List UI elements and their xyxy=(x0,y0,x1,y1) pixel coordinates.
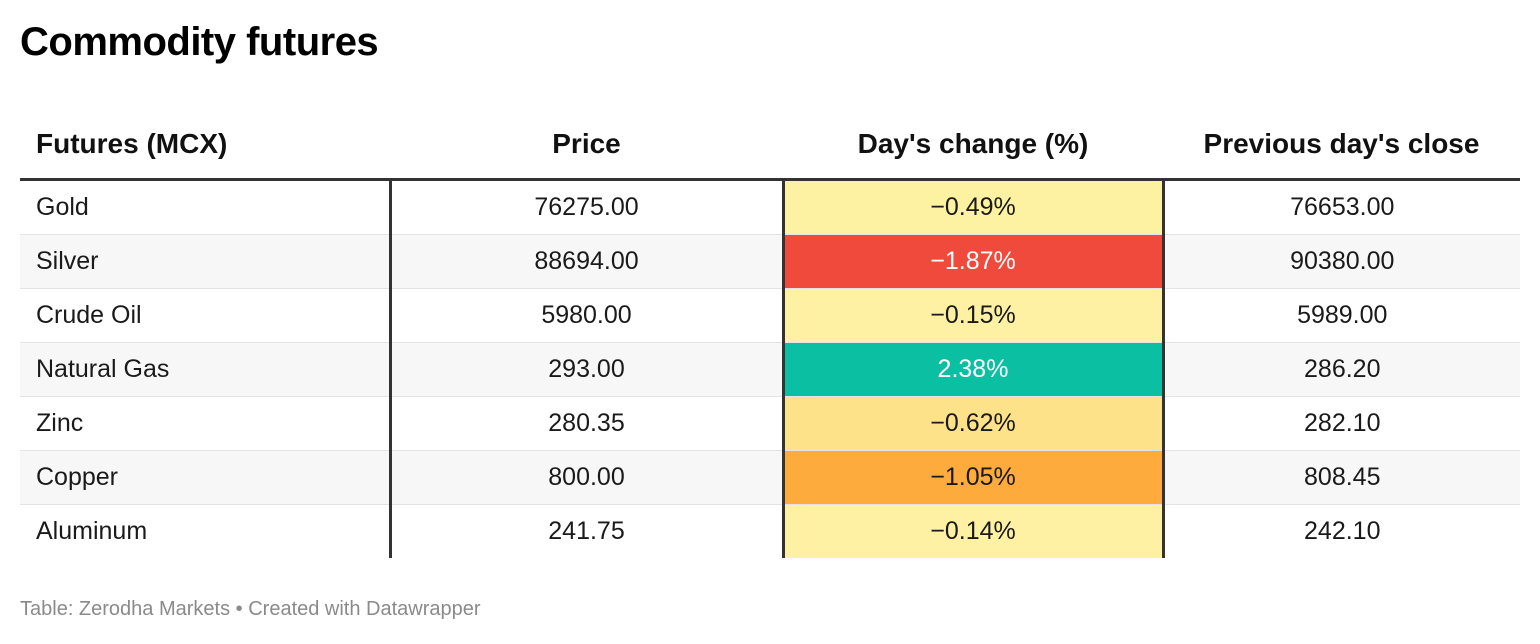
table-row: Gold 76275.00 −0.49% 76653.00 xyxy=(20,179,1520,235)
price-cell: 76275.00 xyxy=(390,179,785,235)
price-cell: 241.75 xyxy=(390,504,785,558)
header-futures[interactable]: Futures (MCX) xyxy=(20,110,390,181)
header-price[interactable]: Price xyxy=(390,110,783,181)
price-cell: 5980.00 xyxy=(390,288,785,343)
previous-close-cell: 5989.00 xyxy=(1163,288,1520,343)
table-row: Zinc 280.35 −0.62% 282.10 xyxy=(20,396,1520,451)
day-change-cell: −1.05% xyxy=(783,450,1165,505)
previous-close-cell: 282.10 xyxy=(1163,396,1520,451)
table-row: Natural Gas 293.00 2.38% 286.20 xyxy=(20,342,1520,397)
table-body: Gold 76275.00 −0.49% 76653.00 Silver 88694.00… xyxy=(20,179,1520,558)
previous-close-cell: 90380.00 xyxy=(1163,234,1520,289)
table-row: Crude Oil 5980.00 −0.15% 5989.00 xyxy=(20,288,1520,343)
table-row: Aluminum 241.75 −0.14% 242.10 xyxy=(20,504,1520,558)
commodity-name-cell: Aluminum xyxy=(20,504,392,558)
commodity-table: Futures (MCX) Price Day's change (%) Pre… xyxy=(20,110,1520,558)
commodity-name-cell: Crude Oil xyxy=(20,288,392,343)
commodity-table-container: Futures (MCX) Price Day's change (%) Pre… xyxy=(20,110,1520,558)
commodity-name-cell: Silver xyxy=(20,234,392,289)
header-previous-close[interactable]: Previous day's close xyxy=(1163,110,1520,181)
header-day-change[interactable]: Day's change (%) xyxy=(783,110,1163,181)
chart-title: Commodity futures xyxy=(20,20,379,64)
price-cell: 88694.00 xyxy=(390,234,785,289)
day-change-cell: −0.62% xyxy=(783,396,1165,451)
table-header: Futures (MCX) Price Day's change (%) Pre… xyxy=(20,110,1520,181)
header-row: Futures (MCX) Price Day's change (%) Pre… xyxy=(20,110,1520,181)
previous-close-cell: 808.45 xyxy=(1163,450,1520,505)
day-change-cell: −0.15% xyxy=(783,288,1165,343)
day-change-cell: −1.87% xyxy=(783,234,1165,289)
day-change-cell: −0.14% xyxy=(783,504,1165,558)
source-footer: Table: Zerodha Markets • Created with Da… xyxy=(20,598,481,620)
previous-close-cell: 242.10 xyxy=(1304,517,1381,545)
previous-close-cell: 286.20 xyxy=(1163,342,1520,397)
commodity-name-cell: Copper xyxy=(20,450,392,505)
table-row: Copper 800.00 −1.05% 808.45 xyxy=(20,450,1520,505)
commodity-name-cell: Natural Gas xyxy=(20,342,392,397)
price-cell: 280.35 xyxy=(390,396,785,451)
commodity-name-cell: Zinc xyxy=(20,396,392,451)
table-row: Silver 88694.00 −1.87% 90380.00 xyxy=(20,234,1520,289)
previous-close-cell: 76653.00 xyxy=(1163,179,1520,235)
commodity-name-cell: Gold xyxy=(20,179,392,235)
day-change-cell: −0.49% xyxy=(783,179,1165,235)
price-cell: 293.00 xyxy=(390,342,785,397)
price-cell: 800.00 xyxy=(390,450,785,505)
day-change-cell: 2.38% xyxy=(783,342,1165,397)
